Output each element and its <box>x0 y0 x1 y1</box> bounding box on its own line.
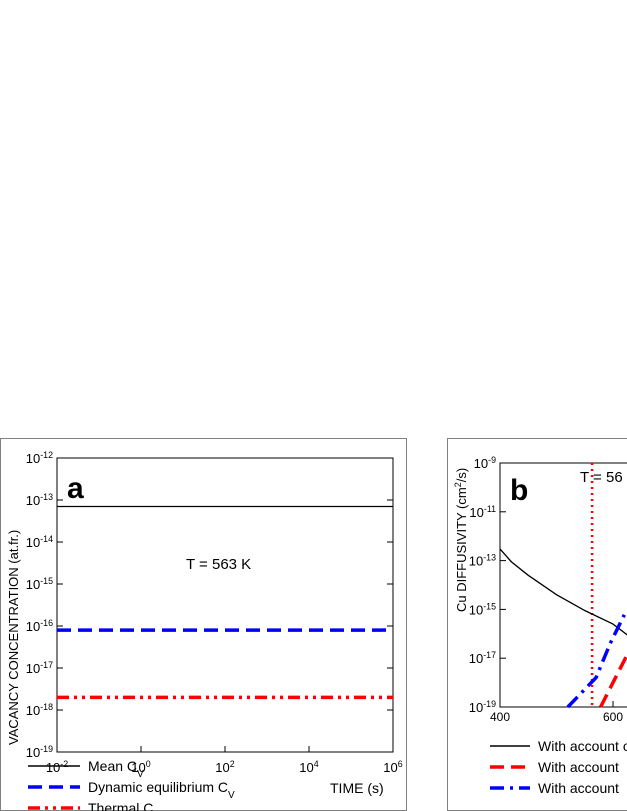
tick-label: 102 <box>215 759 234 775</box>
panel-b-y-axis-label-end: /s) <box>454 468 469 482</box>
tick-label: 10-19 <box>26 744 53 760</box>
tick-label-base: 10 <box>26 619 40 634</box>
tick-label-exponent: -17 <box>483 650 496 660</box>
tick-label: 10-15 <box>469 601 496 617</box>
legend-label-3: With account <box>538 780 619 796</box>
tick-label: 10-17 <box>469 650 496 666</box>
panel-a-y-axis-label: VACANCY CONCENTRATION (at.fr.) <box>6 530 21 745</box>
legend-label-main: Thermal C <box>88 800 153 811</box>
tick-label-exponent: -14 <box>40 534 53 544</box>
tick-label: 10-15 <box>26 576 53 592</box>
tick-label-exponent: 0 <box>146 759 151 769</box>
panel-a-plot-area <box>56 457 394 753</box>
tick-label-base: 10 <box>474 456 488 471</box>
legend-label-main: Mean C <box>88 758 137 774</box>
legend-label-2: Dynamic equilibrium CV <box>88 779 235 801</box>
series-line-1 <box>499 548 627 636</box>
panel-a-frame <box>0 438 407 811</box>
tick-label: 10-16 <box>26 618 53 634</box>
tick-label-exponent: -19 <box>40 744 53 754</box>
series-line-3 <box>566 614 626 709</box>
legend-label-1: With account o <box>538 738 627 754</box>
tick-label: 10-13 <box>26 492 53 508</box>
tick-label: 10-18 <box>26 702 53 718</box>
tick-label-base: 10 <box>46 760 60 775</box>
panel-b-legend: With account o With account With account <box>490 738 627 796</box>
tick-label: 10-12 <box>26 450 53 466</box>
panel-b-series <box>499 463 627 709</box>
tick-label-base: 10 <box>26 535 40 550</box>
tick-label: 100 <box>131 759 150 775</box>
panel-b-annotation: T = 56 <box>580 469 623 486</box>
tick-label-base: 10 <box>383 760 397 775</box>
tick-label: 10-19 <box>469 699 496 715</box>
tick-label-base: 10 <box>131 760 145 775</box>
tick-label-base: 10 <box>26 661 40 676</box>
panel-b-y-axis-label-sup: 2 <box>453 482 463 487</box>
tick-label-exponent: -17 <box>40 660 53 670</box>
tick-label-exponent: -15 <box>483 601 496 611</box>
tick-label-exponent: -13 <box>40 492 53 502</box>
tick-label-base: 10 <box>469 651 483 666</box>
tick-label-exponent: -15 <box>40 576 53 586</box>
panel-b-frame <box>447 438 627 811</box>
tick-label-exponent: -16 <box>40 618 53 628</box>
tick-label-exponent: -12 <box>40 450 53 460</box>
panel-b-y-axis-label: Cu DIFFUSIVITY (cm2/s) <box>453 468 469 612</box>
tick-label: 10-13 <box>469 553 496 569</box>
tick-label-exponent: -2 <box>60 759 68 769</box>
tick-label-base: 10 <box>26 493 40 508</box>
legend-label-3: Thermal CV <box>88 800 160 811</box>
tick-label-exponent: 4 <box>314 759 319 769</box>
tick-label-exponent: -13 <box>483 553 496 563</box>
panel-a-label: a <box>67 472 84 505</box>
panel-a-annotation: T = 563 K <box>186 556 251 573</box>
panel-b-y-axis-label-main: Cu DIFFUSIVITY (cm <box>454 487 469 612</box>
panel-a-ticks: 10-2 100 102 104 10610-1210-1310-1410-1510-1… <box>26 450 403 775</box>
panel-a-series <box>57 505 393 700</box>
tick-label-base: 10 <box>215 760 229 775</box>
tick-label: 10-14 <box>26 534 53 550</box>
tick-label-base: 10 <box>469 602 483 617</box>
legend-label-sub: V <box>228 790 235 801</box>
legend-label-sub: V <box>137 769 144 780</box>
tick-label: 10-11 <box>469 504 496 520</box>
tick-label-base: 10 <box>299 760 313 775</box>
tick-label-base: 10 <box>26 703 40 718</box>
x-tick-label: 600 <box>603 710 623 724</box>
tick-label: 106 <box>383 759 402 775</box>
tick-label: 10-17 <box>26 660 53 676</box>
tick-label-base: 10 <box>469 505 483 520</box>
tick-label: 10-2 <box>46 759 68 775</box>
legend-label-1: Mean CV <box>88 758 144 780</box>
series-line-2 <box>599 651 627 708</box>
tick-label-base: 10 <box>26 745 40 760</box>
x-tick-label: 400 <box>490 710 510 724</box>
tick-label-exponent: 2 <box>230 759 235 769</box>
tick-label-exponent: -11 <box>484 504 496 514</box>
tick-label-exponent: -19 <box>483 699 496 709</box>
tick-label-exponent: 6 <box>398 759 403 769</box>
tick-label: 10-9 <box>474 455 496 471</box>
legend-label-main: Dynamic equilibrium C <box>88 779 228 795</box>
tick-label: 104 <box>299 759 318 775</box>
tick-label-base: 10 <box>469 700 483 715</box>
tick-label-base: 10 <box>26 451 40 466</box>
panel-a-x-axis-label: TIME (s) <box>330 780 384 796</box>
legend-label-2: With account <box>538 759 619 775</box>
tick-label-exponent: -18 <box>40 702 53 712</box>
tick-label-base: 10 <box>469 554 483 569</box>
tick-label-exponent: -9 <box>488 455 496 465</box>
tick-label-base: 10 <box>26 577 40 592</box>
panel-b-label: b <box>510 474 528 507</box>
